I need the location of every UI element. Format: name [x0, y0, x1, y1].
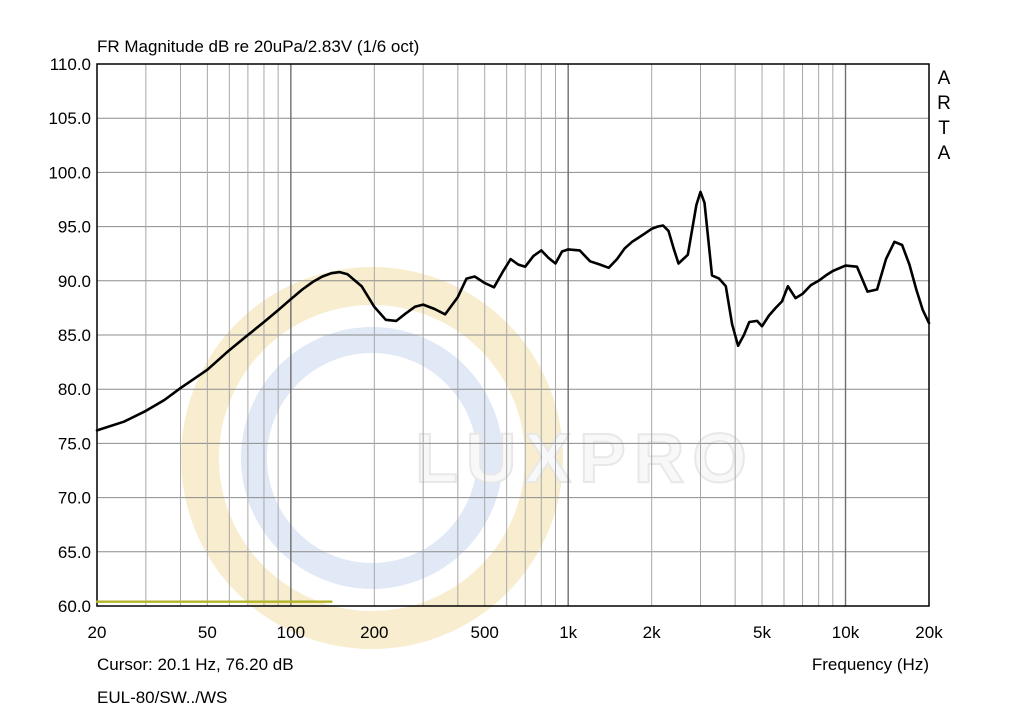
y-tick-label: 75.0 [58, 434, 91, 453]
x-tick-label: 10k [832, 623, 860, 642]
y-tick-label: 95.0 [58, 218, 91, 237]
y-tick-label: 85.0 [58, 326, 91, 345]
chart-title: FR Magnitude dB re 20uPa/2.83V (1/6 oct) [97, 37, 419, 56]
y-tick-label: 110.0 [50, 55, 91, 74]
y-tick-label: 100.0 [48, 163, 91, 182]
x-tick-labels: 20 50 100 200 500 1k 2k 5k 10k 20k [88, 623, 944, 642]
arta-letter: T [938, 118, 950, 139]
y-tick-label: 105.0 [48, 109, 91, 128]
x-tick-label: 500 [471, 623, 499, 642]
y-tick-label: 90.0 [58, 272, 91, 291]
x-tick-label: 5k [753, 623, 771, 642]
series-layer [95, 190, 931, 603]
y-tick-label: 65.0 [58, 543, 91, 562]
series-line-0 [95, 190, 931, 432]
x-tick-label: 1k [559, 623, 577, 642]
cursor-readout: Cursor: 20.1 Hz, 76.20 dB [97, 655, 294, 674]
arta-letter: A [938, 143, 951, 164]
plot-border [96, 63, 930, 607]
y-tick-label: 70.0 [58, 489, 91, 508]
x-tick-label: 50 [198, 623, 217, 642]
y-tick-labels: 110.0 105.0 100.0 95.0 90.0 85.0 80.0 75.0 70.0 6… [48, 55, 91, 616]
arta-letter: R [937, 93, 951, 114]
watermark-text: LUXPRO [415, 419, 755, 497]
x-tick-label: 200 [360, 623, 388, 642]
y-tick-label: 80.0 [58, 380, 91, 399]
x-tick-label: 2k [643, 623, 661, 642]
plot-frame [96, 63, 930, 607]
device-label: EUL-80/SW../WS [97, 688, 227, 707]
x-tick-label: 20 [88, 623, 107, 642]
y-tick-label: 60.0 [58, 597, 91, 616]
x-tick-label: 20k [915, 623, 943, 642]
arta-letter: A [938, 68, 951, 89]
x-axis-label: Frequency (Hz) [812, 655, 929, 674]
watermark-logo: LUXPRO [181, 267, 755, 649]
x-tick-label: 100 [277, 623, 305, 642]
